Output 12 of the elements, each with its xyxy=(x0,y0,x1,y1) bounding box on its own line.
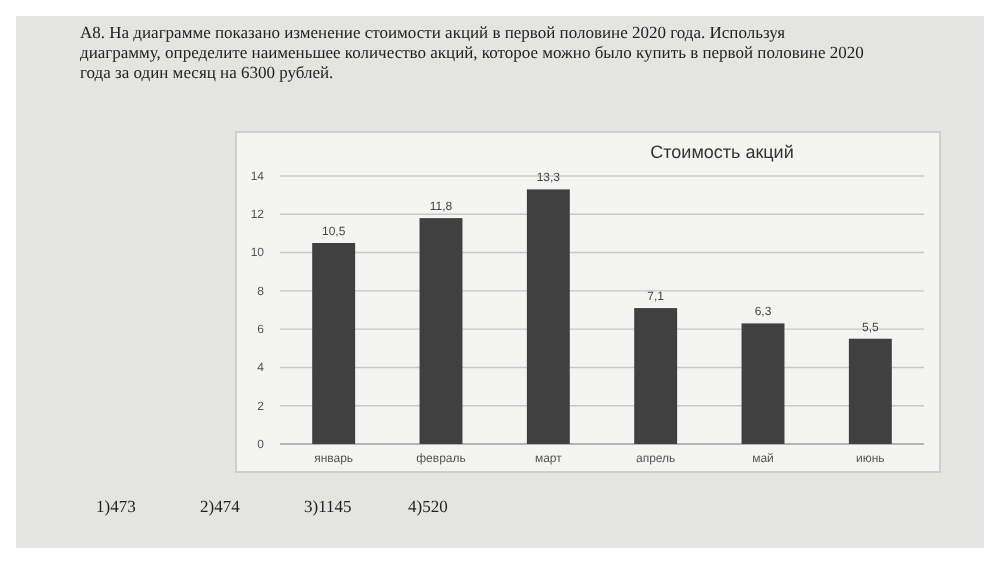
text: 4)520 xyxy=(408,496,448,516)
text: 3)1145 xyxy=(304,496,352,516)
bar xyxy=(848,338,892,444)
bar xyxy=(741,323,785,444)
bar xyxy=(634,308,678,444)
bar xyxy=(312,243,356,444)
bar xyxy=(419,218,463,444)
text: A8. На диаграмме показано изменение стоимости акций в первой половине 2020 года. Используя диаграмму, определите наименьшее количество акций, которое можно было купить в первой половине 2020 года за один месяц на 6300 рублей. xyxy=(80,22,864,82)
text: 1)473 xyxy=(96,496,136,516)
text: 2)474 xyxy=(200,496,242,516)
chart-title: Стоимость акций xyxy=(650,142,794,162)
bar xyxy=(526,189,570,444)
